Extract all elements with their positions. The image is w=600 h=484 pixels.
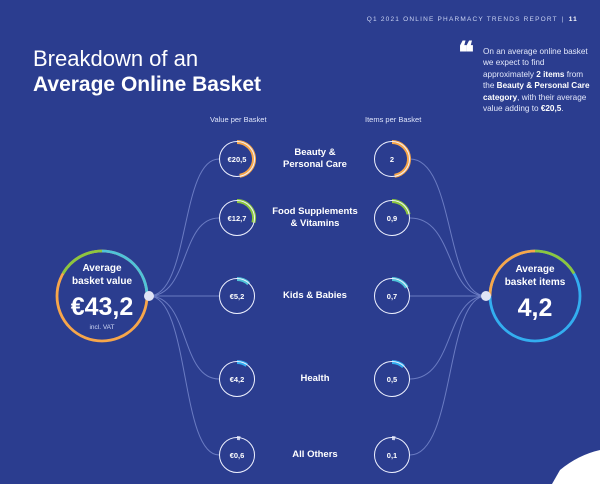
category-label-line-1: Beauty & — [294, 146, 336, 158]
quote-bold-2: Beauty & Personal Care category — [483, 81, 590, 102]
connector-line — [148, 217, 220, 297]
value-circle: €0,6 — [219, 437, 255, 473]
category-label: Kids & Babies — [250, 290, 380, 303]
items-column-header: Items per Basket — [365, 115, 422, 124]
quote-text: On an average online basket we expect to… — [483, 46, 593, 114]
items-circle: 0,7 — [374, 278, 410, 314]
right-total-value: 4,2 — [517, 294, 553, 322]
items-circle: 2 — [374, 141, 410, 177]
header-separator: | — [561, 16, 565, 23]
right-total: Average basket items 4,2 — [490, 264, 580, 323]
category-label-line-1: Food Supplements — [272, 205, 358, 217]
corner-wave-decoration — [552, 450, 600, 484]
value-circle: €20,5 — [219, 141, 255, 177]
title-line-2: Average Online Basket — [33, 73, 261, 96]
value-circle: €12,7 — [219, 200, 255, 236]
value-circle: €5,2 — [219, 278, 255, 314]
report-name: Q1 2021 ONLINE PHARMACY TRENDS REPORT — [366, 16, 558, 23]
quote-bold-1: 2 items — [536, 69, 565, 79]
category-label: All Others — [250, 449, 380, 462]
left-connector-node — [144, 291, 154, 301]
category-label: Beauty & Personal Care — [250, 147, 380, 172]
category-label-line-2: & Vitamins — [290, 218, 340, 229]
left-total-label-2: basket value — [71, 275, 133, 287]
quote-bold-3: €20,5 — [540, 104, 562, 114]
connector-line — [148, 295, 220, 380]
value-column-header: Value per Basket — [210, 115, 267, 124]
category-label-line-1: Kids & Babies — [283, 289, 347, 301]
left-total-value: €43,2 — [70, 293, 134, 321]
category-label: Health — [250, 373, 380, 386]
right-total-label-2: basket items — [504, 276, 566, 288]
category-label: Food Supplements & Vitamins — [250, 206, 380, 231]
right-total-ring-orange — [488, 249, 536, 297]
left-total: Average basket value €43,2 incl. VAT — [57, 263, 147, 331]
page-title: Breakdown of an Average Online Basket — [33, 46, 261, 98]
items-circle: 0,5 — [374, 361, 410, 397]
items-circle: 0,1 — [374, 437, 410, 473]
left-total-ring-teal — [101, 249, 149, 297]
quote-mark-icon: ❝ — [458, 36, 475, 71]
connector-line — [409, 217, 487, 297]
connector-line — [148, 158, 220, 297]
right-connector-node — [481, 291, 491, 301]
page-number: 11 — [568, 16, 578, 23]
quote-part-4: . — [561, 104, 564, 114]
left-total-note: incl. VAT — [89, 324, 115, 331]
items-circle: 0,9 — [374, 200, 410, 236]
connector-line — [409, 295, 487, 380]
category-label-line-1: All Others — [292, 448, 338, 460]
quote-part-2: from the — [483, 69, 584, 91]
connector-line — [148, 295, 220, 456]
connector-line — [409, 295, 487, 456]
right-total-label-1: Average — [515, 264, 555, 275]
quote-part-1: On an average online basket we expect to… — [483, 47, 588, 79]
connector-line — [409, 158, 487, 297]
value-circle: €4,2 — [219, 361, 255, 397]
left-total-ring-green — [61, 249, 103, 275]
right-total-ring-green — [534, 249, 576, 275]
title-line-1: Breakdown of an — [33, 46, 199, 71]
connector-lines — [148, 158, 487, 456]
category-label-line-2: Personal Care — [283, 159, 347, 170]
report-header: Q1 2021 ONLINE PHARMACY TRENDS REPORT | 11 — [367, 16, 578, 23]
category-label-line-1: Health — [300, 372, 330, 384]
quote-part-3: , with their average value adding to — [483, 92, 587, 114]
left-total-label-1: Average — [82, 263, 122, 274]
